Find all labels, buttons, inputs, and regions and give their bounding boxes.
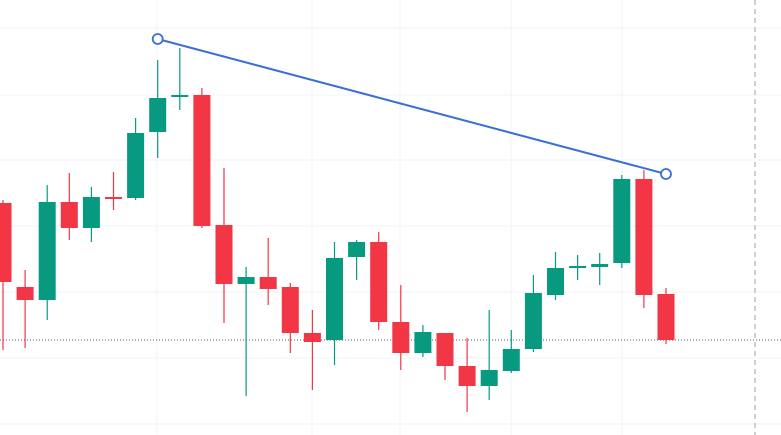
candle-body bbox=[0, 203, 12, 282]
candle-body bbox=[149, 98, 167, 132]
candle-body bbox=[436, 333, 454, 366]
candle-body bbox=[171, 95, 189, 97]
trend-line-handle bbox=[151, 33, 164, 45]
candle-body bbox=[458, 366, 476, 386]
candle-body bbox=[38, 202, 56, 300]
candle-body bbox=[547, 268, 564, 295]
candle-body bbox=[60, 202, 78, 228]
candle-body bbox=[237, 277, 255, 284]
candle-body bbox=[16, 287, 34, 300]
candle-body bbox=[281, 287, 299, 333]
candle-body bbox=[613, 179, 631, 263]
candle-body bbox=[502, 349, 520, 371]
candle-body bbox=[303, 333, 321, 342]
candle-body bbox=[370, 242, 388, 322]
trend-line bbox=[157, 38, 667, 175]
candle-body bbox=[215, 225, 233, 284]
candle-body bbox=[480, 370, 498, 386]
candle-body bbox=[326, 258, 343, 340]
candle-body bbox=[392, 322, 410, 353]
candle-body bbox=[524, 293, 542, 349]
candle-body bbox=[82, 197, 100, 228]
candle-body bbox=[127, 133, 145, 198]
candle-body bbox=[657, 294, 675, 340]
candle-body bbox=[414, 332, 432, 353]
candle-body bbox=[591, 264, 609, 267]
candle-body bbox=[193, 95, 211, 226]
candle-body bbox=[635, 179, 653, 295]
candle-body bbox=[105, 197, 122, 199]
trend-line-handle bbox=[660, 168, 672, 180]
candle-body bbox=[569, 266, 587, 268]
candle-body bbox=[348, 242, 366, 257]
candle-body bbox=[259, 277, 277, 289]
